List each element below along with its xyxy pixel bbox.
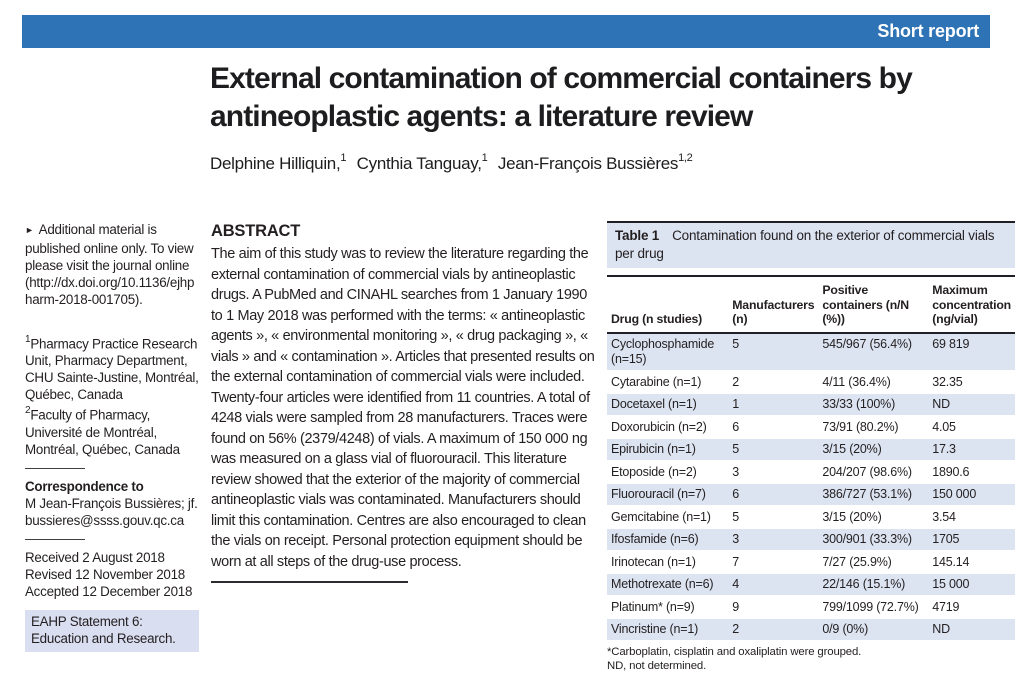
abstract-text: The aim of this study was to review the … (211, 246, 595, 570)
table-row: Cytarabine (n=1) 2 4/11 (36.4%) 32.35 (607, 370, 1015, 394)
affiliation-1: 1Pharmacy Practice Research Unit, Pharma… (25, 332, 199, 403)
abstract-section: ABSTRACT The aim of this study was to re… (211, 222, 599, 583)
table-footnotes: *Carboplatin, cisplatin and oxaliplatin … (607, 645, 1015, 674)
correspondence-label: Correspondence to (25, 478, 144, 494)
affiliation-text: Faculty of Pharmacy, Université de Montr… (25, 407, 180, 457)
correspondent-name: M Jean-François Bussières; (25, 495, 188, 511)
report-type-banner: Short report (22, 15, 990, 48)
author-line: Delphine Hilliquin,1 Cynthia Tanguay,1 J… (210, 152, 1002, 174)
author-name: Jean-François Bussières (497, 153, 679, 173)
table-row: Ifosfamide (n=6) 3 300/901 (33.3%) 1705 (607, 528, 1015, 552)
affiliation-number: 2 (25, 405, 31, 417)
article-title: External contamination of commercial con… (210, 62, 913, 133)
contamination-table: Drug (n studies) Manufacturers (n) Posit… (607, 275, 1015, 642)
abstract-heading: ABSTRACT (211, 222, 301, 240)
correspondence-text: M Jean-François Bussières; jf.bussieres@… (25, 495, 199, 529)
table-caption: Table 1 Contamination found on the exteri… (607, 221, 1015, 268)
table-row: Fluorouracil (n=7) 6 386/727 (53.1%) 150 00… (607, 483, 1015, 507)
table-row: Cyclophosphamide (n=15) 5 545/967 (56.4%) 6… (607, 332, 1015, 372)
author: Delphine Hilliquin,1 (210, 152, 347, 173)
title-block: External contamination of commercial con… (210, 60, 1002, 174)
table-footnote-grouping: *Carboplatin, cisplatin and oxaliplatin … (607, 645, 862, 658)
table-1-box: Table 1 Contamination found on the exteri… (607, 221, 1015, 674)
affiliation-2: 2Faculty of Pharmacy, Université de Mont… (25, 403, 199, 457)
affiliation-superscript: 1,2 (678, 152, 693, 164)
affiliation-text: Pharmacy Practice Research Unit, Pharmac… (25, 336, 199, 403)
author: Jean-François Bussières1,2 (497, 152, 693, 173)
table-row: Epirubicin (n=1) 5 3/15 (20%) 17.3 (607, 438, 1015, 462)
col-header-positive-containers: Positive containers (n/N (%)) (818, 276, 929, 334)
banner-label: Short report (877, 21, 979, 41)
note-text: Additional material is published online … (25, 222, 194, 290)
revised-date: Revised 12 November 2018 (25, 566, 185, 582)
sidebar-divider (25, 467, 85, 469)
doi-link[interactable]: http://dx.doi.org/10.1136/ejhpharm-2018-… (25, 275, 195, 307)
table-row: Doxorubicin (n=2) 6 73/91 (80.2%) 4.05 (607, 415, 1015, 439)
affiliation-superscript: 1 (340, 152, 347, 164)
table-caption-label: Table 1 (615, 228, 660, 243)
table-header-row: Drug (n studies) Manufacturers (n) Posit… (607, 276, 1015, 334)
affiliation-number: 1 (25, 334, 31, 345)
table-row: Gemcitabine (n=1) 5 3/15 (20%) 3.54 (607, 505, 1015, 529)
table-row: Etoposide (n=2) 3 204/207 (98.6%) 1890.6 (607, 460, 1015, 484)
table-row: Vincristine (n=1) 2 0/9 (0%) ND (607, 618, 1015, 642)
note-text-suffix: ). (134, 292, 143, 307)
col-header-max-concentration: Maximum concentration (ng/vial) (928, 276, 1015, 334)
col-header-manufacturers: Manufacturers (n) (728, 276, 819, 334)
triangle-right-icon: ► (25, 225, 34, 235)
accepted-date: Accepted 12 December 2018 (25, 583, 193, 599)
eahp-statement-box: EAHP Statement 6: Education and Research… (25, 609, 199, 652)
table-row: Methotrexate (n=6) 4 22/146 (15.1%) 15 000 (607, 573, 1015, 597)
affiliations: 1Pharmacy Practice Research Unit, Pharma… (25, 332, 199, 458)
sidebar: ► Additional material is published online… (25, 221, 199, 652)
article-history: Received 2 August 2018 Revised 12 Novemb… (25, 549, 199, 600)
additional-material-note: ► Additional material is published online… (25, 221, 199, 308)
table-row: Platinum* (n=9) 9 799/1099 (72.7%) 4719 (607, 595, 1015, 619)
table-row: Irinotecan (n=1) 7 7/27 (25.9%) 145.14 (607, 550, 1015, 574)
email-link[interactable]: jf.bussieres@ssss.gouv.qc.ca (25, 495, 198, 528)
received-date: Received 2 August 2018 (25, 549, 165, 565)
sidebar-divider (25, 538, 85, 540)
author-name: Cynthia Tanguay, (356, 153, 482, 173)
section-divider (211, 581, 408, 583)
correspondence-block: Correspondence to M Jean-François Bussiè… (25, 478, 199, 529)
author: Cynthia Tanguay,1 (356, 152, 488, 173)
table-row: Docetaxel (n=1) 1 33/33 (100%) ND (607, 393, 1015, 417)
table-footnote-nd: ND, not determined. (607, 660, 707, 672)
affiliation-superscript: 1 (481, 152, 488, 164)
table-caption-text: Contamination found on the exterior of c… (615, 228, 995, 261)
author-name: Delphine Hilliquin, (210, 153, 341, 173)
col-header-drug: Drug (n studies) (607, 276, 729, 334)
